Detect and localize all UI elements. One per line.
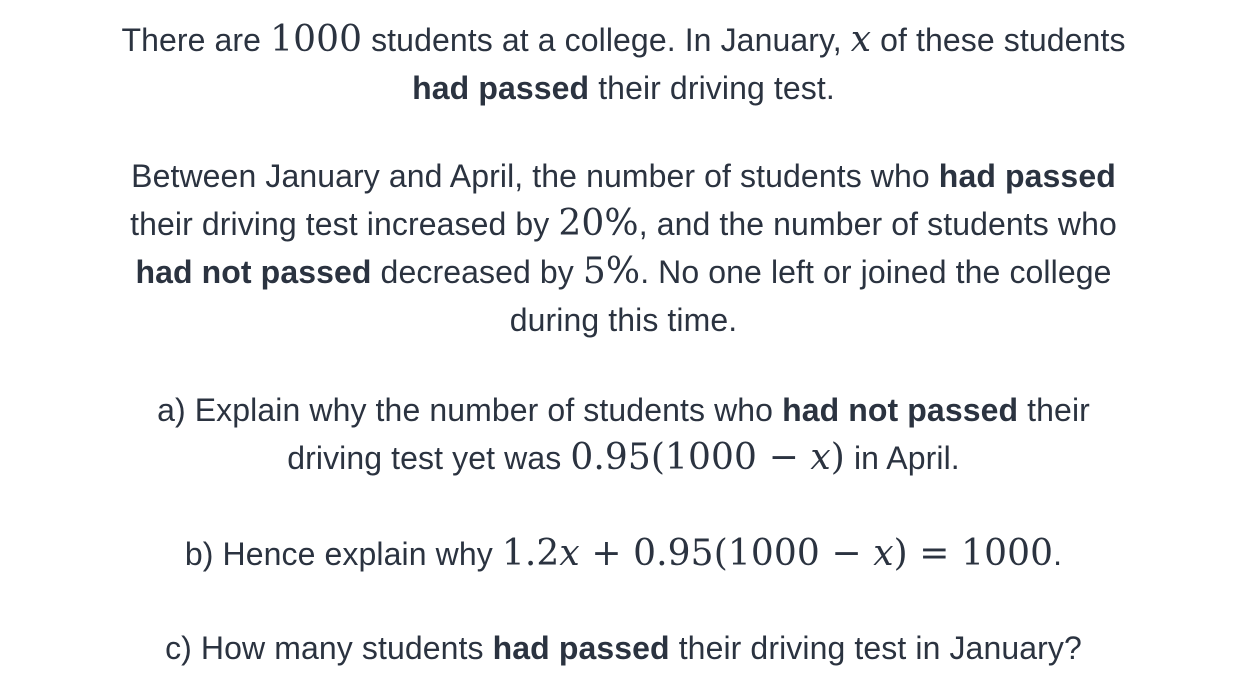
text-run: their driving test.	[589, 70, 835, 106]
math-variable: x	[850, 19, 872, 60]
math-number: 1000	[270, 19, 363, 60]
text-run: of these students	[871, 22, 1126, 58]
part-c-paragraph: c) How many students had passed their dr…	[0, 624, 1247, 672]
text-run: b) Hence explain why	[184, 536, 502, 572]
math-percent: 20%	[558, 203, 639, 244]
part-b-line-1: b) Hence explain why 1.2x + 0.95(1000 − …	[0, 530, 1247, 578]
part-a-line-2: driving test yet was 0.95(1000 − x) in A…	[0, 434, 1247, 482]
math-expression: 1.2	[501, 533, 560, 574]
change-line-4: during this time.	[0, 296, 1247, 344]
part-c-line-1: c) How many students had passed their dr…	[0, 624, 1247, 672]
change-line-2: their driving test increased by 20%, and…	[0, 200, 1247, 248]
change-paragraph: Between January and April, the number of…	[0, 152, 1247, 344]
intro-line-1: There are 1000 students at a college. In…	[0, 16, 1247, 64]
text-run: . No one left or joined the college	[640, 254, 1112, 290]
change-line-3: had not passed decreased by 5%. No one l…	[0, 248, 1247, 296]
change-line-1: Between January and April, the number of…	[0, 152, 1247, 200]
math-expression: 0.95(1000 −	[570, 437, 811, 478]
math-expression: )	[830, 437, 845, 478]
text-run: There are	[121, 22, 271, 58]
intro-line-2: had passed their driving test.	[0, 64, 1247, 112]
math-variable: x	[559, 533, 580, 574]
bold-phrase: had passed	[492, 630, 670, 666]
part-a-paragraph: a) Explain why the number of students wh…	[0, 386, 1247, 482]
part-b-paragraph: b) Hence explain why 1.2x + 0.95(1000 − …	[0, 530, 1247, 578]
bold-phrase: had not passed	[782, 392, 1019, 428]
text-run: their	[1018, 392, 1090, 428]
text-run: .	[1053, 536, 1063, 572]
math-variable: x	[873, 533, 894, 574]
text-run: in April.	[844, 440, 960, 476]
math-percent: 5%	[582, 251, 641, 292]
text-run: driving test yet was	[287, 440, 571, 476]
text-run: their driving test increased by	[130, 206, 559, 242]
math-expression: ) = 1000	[893, 533, 1054, 574]
math-variable: x	[810, 437, 831, 478]
intro-paragraph: There are 1000 students at a college. In…	[0, 16, 1247, 112]
bold-phrase: had passed	[938, 158, 1116, 194]
text-run: during this time.	[509, 302, 738, 338]
text-run: decreased by	[371, 254, 583, 290]
text-run: , and the number of students who	[638, 206, 1117, 242]
text-run: a) Explain why the number of students wh…	[157, 392, 783, 428]
math-expression: + 0.95(1000 −	[579, 533, 874, 574]
part-a-line-1: a) Explain why the number of students wh…	[0, 386, 1247, 434]
text-run: c) How many students	[165, 630, 493, 666]
bold-phrase: had passed	[412, 70, 590, 106]
text-run: students at a college. In January,	[362, 22, 851, 58]
bold-phrase: had not passed	[135, 254, 372, 290]
text-run: their driving test in January?	[669, 630, 1082, 666]
text-run: Between January and April, the number of…	[131, 158, 939, 194]
